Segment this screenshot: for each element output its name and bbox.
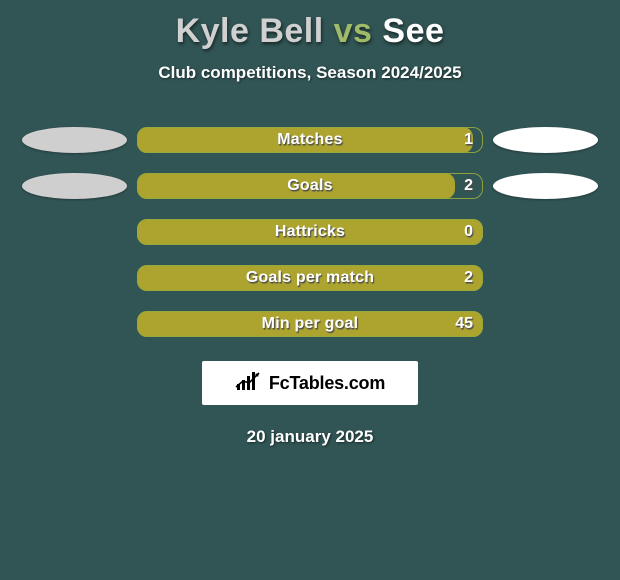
footer-date: 20 january 2025 [247,427,374,447]
left-disc [22,127,127,153]
right-disc [493,219,598,245]
subtitle: Club competitions, Season 2024/2025 [158,63,461,83]
stats-card: Kyle Bell vs See Club competitions, Seas… [0,0,620,447]
brand-badge[interactable]: FcTables.com [202,361,418,405]
title-player2: See [382,12,444,50]
stats-rows: Matches1Goals2Hattricks0Goals per match2… [0,127,620,337]
left-disc [22,311,127,337]
stat-value: 1 [464,131,473,149]
stat-row: Hattricks0 [0,219,620,245]
right-disc [493,173,598,199]
stat-bar: Goals per match2 [137,265,483,291]
stat-value: 2 [464,269,473,287]
stat-value: 45 [455,315,473,333]
stat-label: Hattricks [137,223,483,241]
brand-chart-icon [235,370,263,397]
stat-row: Goals2 [0,173,620,199]
left-disc [22,219,127,245]
stat-label: Goals [137,177,483,195]
left-disc [22,265,127,291]
stat-value: 0 [464,223,473,241]
page-title: Kyle Bell vs See [176,12,445,51]
stat-row: Min per goal45 [0,311,620,337]
title-player1: Kyle Bell [176,12,324,50]
stat-bar: Min per goal45 [137,311,483,337]
right-disc [493,265,598,291]
left-disc [22,173,127,199]
stat-bar: Goals2 [137,173,483,199]
right-disc [493,127,598,153]
right-disc [493,311,598,337]
title-vs: vs [334,12,373,50]
stat-bar: Hattricks0 [137,219,483,245]
stat-row: Matches1 [0,127,620,153]
stat-label: Goals per match [137,269,483,287]
stat-row: Goals per match2 [0,265,620,291]
stat-label: Matches [137,131,483,149]
brand-text: FcTables.com [269,373,385,394]
stat-value: 2 [464,177,473,195]
stat-label: Min per goal [137,315,483,333]
stat-bar: Matches1 [137,127,483,153]
